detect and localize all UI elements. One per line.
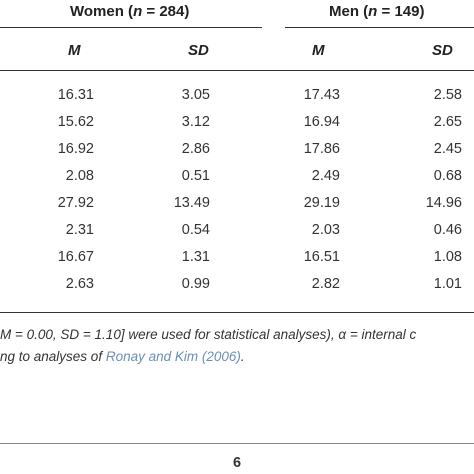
group-rule-women [0, 27, 262, 28]
header-rule [0, 70, 474, 71]
col-header-women-sd: SD [188, 42, 209, 59]
cell-women-sd: 3.05 [181, 87, 210, 103]
cell-women-sd: 2.86 [181, 141, 210, 157]
cell-men-m: 16.94 [303, 114, 340, 130]
cell-men-m: 16.51 [303, 249, 340, 265]
cell-men-m: 2.03 [311, 222, 340, 238]
col-header-men-m: M [312, 42, 325, 59]
cell-women-m: 2.31 [65, 222, 94, 238]
cell-men-sd: 14.96 [425, 195, 462, 211]
cell-men-sd: 2.45 [433, 141, 462, 157]
group-header-women: Women (n = 284) [70, 3, 190, 20]
citation-link[interactable]: Ronay and Kim (2006) [105, 349, 241, 364]
cell-women-sd: 3.12 [181, 114, 210, 130]
table-bottom-rule [0, 312, 474, 313]
cell-men-m: 2.82 [311, 276, 340, 292]
table-note-line-2: ng to analyses of Ronay and Kim (2006). [0, 349, 245, 364]
cell-women-sd: 0.99 [181, 276, 210, 292]
cell-men-sd: 2.58 [433, 87, 462, 103]
cell-women-m: 15.62 [57, 114, 94, 130]
cell-women-m: 16.31 [57, 87, 94, 103]
cell-women-sd: 0.51 [181, 168, 210, 184]
cell-women-m: 16.92 [57, 141, 94, 157]
cell-men-sd: 2.65 [433, 114, 462, 130]
cell-men-sd: 1.01 [433, 276, 462, 292]
cell-men-sd: 0.46 [433, 222, 462, 238]
cell-women-sd: 0.54 [181, 222, 210, 238]
cell-men-sd: 1.08 [433, 249, 462, 265]
footer-rule [0, 443, 474, 444]
cell-men-m: 17.86 [303, 141, 340, 157]
group-header-men: Men (n = 149) [329, 3, 425, 20]
group-rule-men [285, 27, 474, 28]
cell-men-m: 17.43 [303, 87, 340, 103]
page-number: 6 [232, 455, 242, 471]
col-header-women-m: M [68, 42, 81, 59]
cell-women-m: 2.08 [65, 168, 94, 184]
table-note-line-1: M = 0.00, SD = 1.10] were used for stati… [0, 327, 417, 342]
cell-women-m: 27.92 [57, 195, 94, 211]
col-header-men-sd: SD [432, 42, 453, 59]
cell-men-m: 29.19 [303, 195, 340, 211]
cell-men-m: 2.49 [311, 168, 340, 184]
cell-women-m: 16.67 [57, 249, 94, 265]
cell-women-sd: 13.49 [173, 195, 210, 211]
cell-men-sd: 0.68 [433, 168, 462, 184]
cell-women-sd: 1.31 [181, 249, 210, 265]
cell-women-m: 2.63 [65, 276, 94, 292]
